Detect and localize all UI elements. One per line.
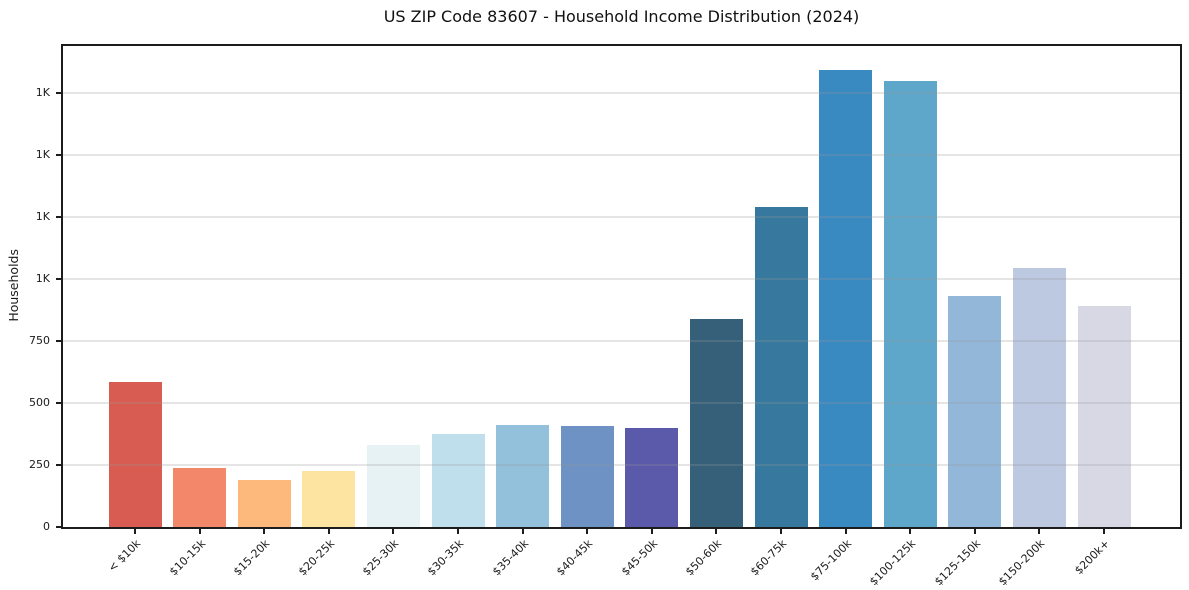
x-tick <box>973 529 976 534</box>
y-tick-label: 0 <box>43 519 50 533</box>
y-tick-label: 750 <box>29 333 50 347</box>
x-tick <box>780 529 782 534</box>
bar <box>173 468 227 527</box>
bar <box>1077 306 1131 527</box>
x-tick <box>909 529 912 534</box>
x-tick <box>392 529 395 534</box>
plot-area <box>61 44 1182 529</box>
x-tick <box>457 529 459 534</box>
bar <box>819 69 873 527</box>
bar <box>302 471 356 527</box>
y-tick-label: 1K <box>35 147 50 161</box>
y-tick <box>56 526 61 528</box>
bar <box>237 479 291 527</box>
x-tick <box>198 529 201 534</box>
y-tick <box>56 154 61 157</box>
x-tick <box>586 529 589 534</box>
x-tick <box>650 529 653 534</box>
bar <box>948 295 1002 527</box>
bar <box>560 426 614 527</box>
bar <box>431 433 485 527</box>
x-tick <box>134 529 136 534</box>
x-tick <box>327 529 330 534</box>
bar <box>689 318 743 527</box>
x-tick <box>844 529 847 534</box>
y-tick <box>56 92 61 95</box>
x-tick <box>1038 529 1041 534</box>
bar <box>366 445 420 527</box>
y-tick <box>56 340 61 343</box>
bar <box>108 381 162 527</box>
bar <box>625 428 679 527</box>
y-axis-label: Households <box>6 249 21 322</box>
bar <box>883 80 937 527</box>
y-tick <box>56 278 61 281</box>
y-gridline <box>63 92 1180 95</box>
x-tick <box>1103 529 1105 534</box>
y-tick-label: 1K <box>35 271 50 285</box>
bar <box>496 424 550 527</box>
y-tick <box>56 402 61 405</box>
y-tick <box>56 464 61 466</box>
y-tick <box>56 216 61 219</box>
bar <box>754 206 808 527</box>
x-tick <box>715 529 718 534</box>
y-gridline <box>63 154 1180 157</box>
y-tick-label: 500 <box>29 395 50 409</box>
x-tick <box>263 529 266 534</box>
bar <box>1012 267 1066 527</box>
y-tick-label: 250 <box>29 457 50 471</box>
y-gridline <box>63 216 1180 219</box>
x-tick-label: < $10k <box>105 537 144 575</box>
y-tick-label: 1K <box>35 209 50 223</box>
x-tick <box>521 529 524 534</box>
y-tick-label: 1K <box>35 85 50 99</box>
chart-title: US ZIP Code 83607 - Household Income Dis… <box>383 7 860 26</box>
